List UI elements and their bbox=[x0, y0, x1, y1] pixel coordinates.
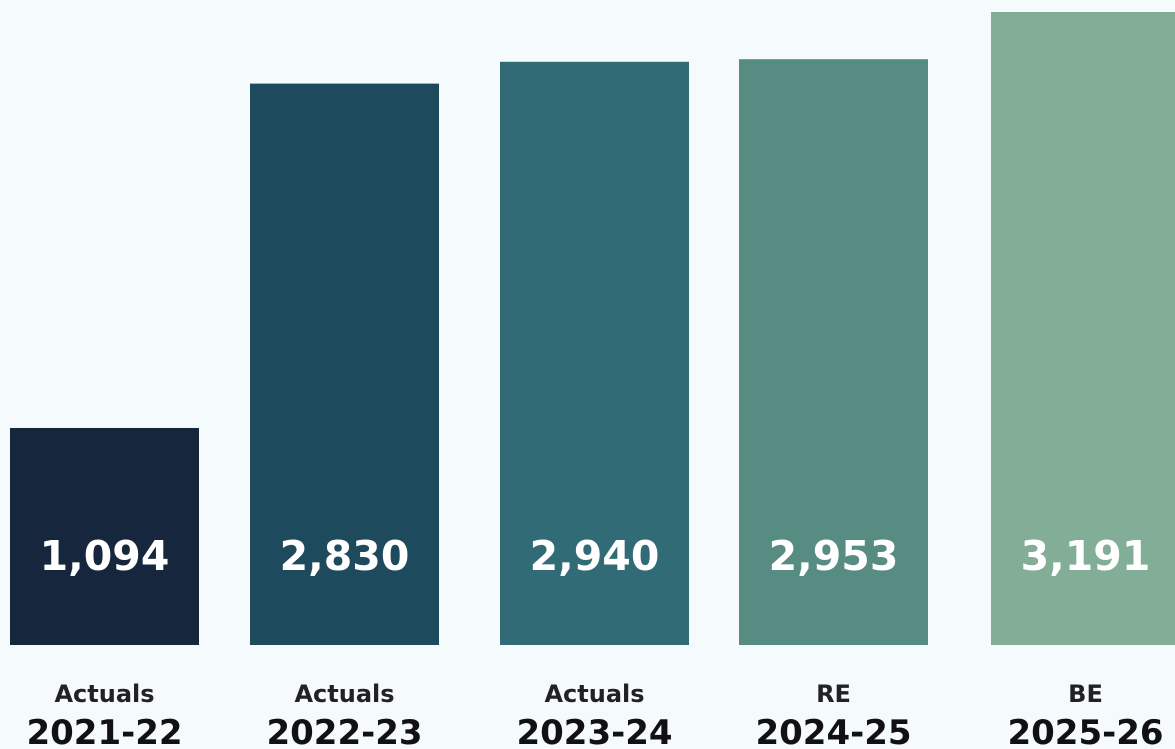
category-kind-label: BE bbox=[1068, 680, 1103, 708]
bar-2021-22 bbox=[10, 427, 199, 645]
bar-2022-23 bbox=[250, 83, 439, 646]
category-year-label: 2021-22 bbox=[26, 713, 182, 749]
bar-value-label: 2,953 bbox=[769, 532, 899, 580]
bar-2024-25 bbox=[739, 59, 928, 645]
category-kind-label: Actuals bbox=[544, 680, 644, 708]
category-kind-label: RE bbox=[816, 680, 851, 708]
category-kind-label: Actuals bbox=[294, 680, 394, 708]
bar-value-label: 2,830 bbox=[280, 532, 410, 580]
bar-2023-24 bbox=[500, 61, 689, 646]
bar-2025-26 bbox=[991, 12, 1175, 645]
bar-value-label: 1,094 bbox=[40, 532, 170, 580]
category-year-label: 2023-24 bbox=[516, 713, 672, 749]
category-kind-label: Actuals bbox=[54, 680, 154, 708]
category-year-label: 2024-25 bbox=[755, 713, 911, 749]
category-year-label: 2022-23 bbox=[266, 713, 422, 749]
labels-group: Actuals 2021-22 Actuals 2022-23 Actuals 2023-… bbox=[26, 680, 1163, 749]
bars-group: 1,094 2,830 2,940 2,953 3,191 bbox=[10, 12, 1175, 646]
bar-value-label: 2,940 bbox=[530, 532, 660, 580]
bar-value-label: 3,191 bbox=[1021, 532, 1151, 580]
category-year-label: 2025-26 bbox=[1007, 713, 1163, 749]
